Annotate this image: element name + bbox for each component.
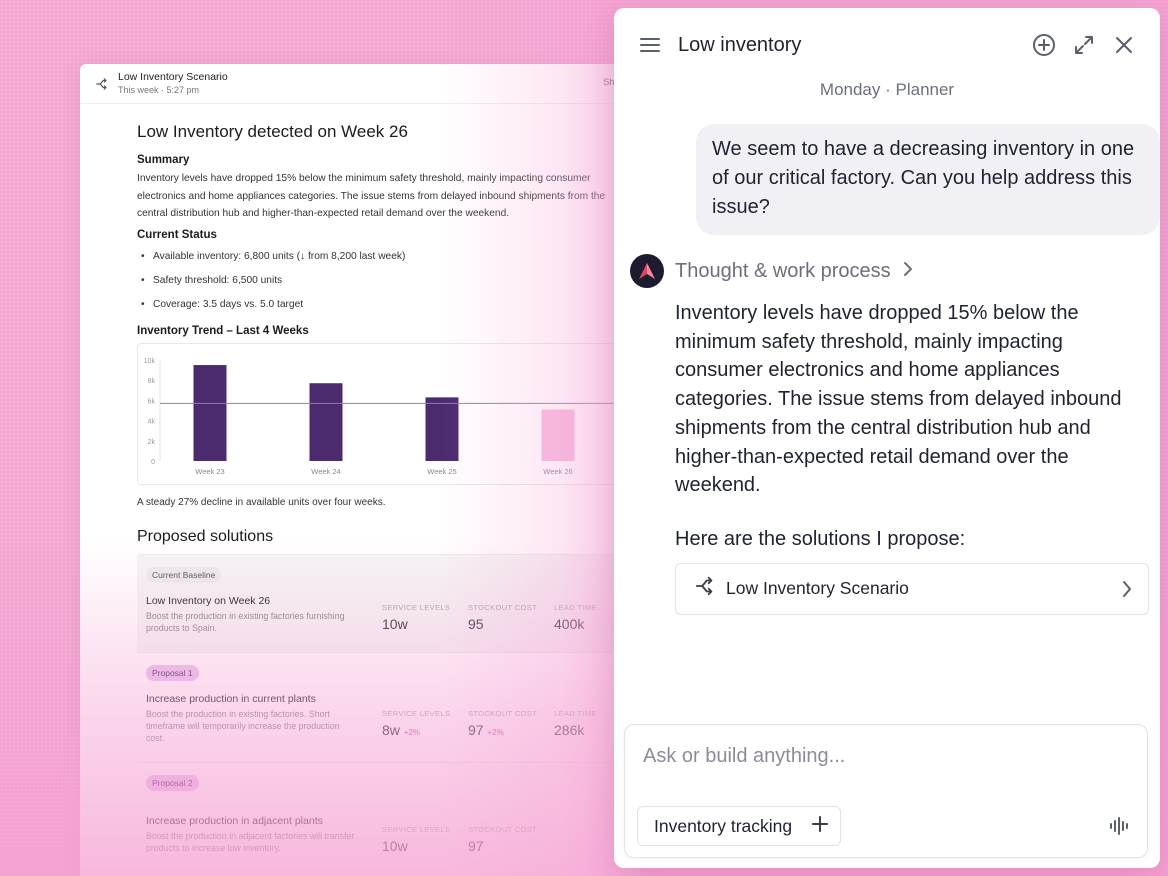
metric-delta: +2% bbox=[487, 727, 504, 737]
status-item: Safety threshold: 6,500 units bbox=[137, 269, 640, 293]
y-tick-label: 4k bbox=[148, 418, 156, 425]
assistant-message: Thought & work process Inventory levels … bbox=[630, 254, 1160, 615]
y-tick-label: 8k bbox=[148, 378, 156, 385]
y-tick-label: 2k bbox=[148, 439, 156, 446]
plus-circle-icon[interactable] bbox=[1032, 33, 1056, 57]
summary-heading: Summary bbox=[137, 154, 190, 166]
composer-input[interactable]: Ask or build anything... bbox=[643, 745, 846, 767]
chat-header: Low inventory bbox=[614, 8, 1160, 82]
x-tick-label: Week 24 bbox=[311, 467, 340, 476]
chat-panel: Low inventory Monday · Planner We seem t… bbox=[614, 8, 1160, 868]
composer[interactable]: Ask or build anything... Inventory track… bbox=[624, 724, 1148, 858]
y-tick-label: 6k bbox=[148, 398, 156, 405]
solution-metrics: SERVICE LEVELS 10w STOCKOUT COST 97 bbox=[382, 825, 554, 854]
chart-bar bbox=[541, 409, 575, 461]
metric-value: 10w bbox=[382, 615, 408, 632]
logo-icon bbox=[630, 254, 664, 288]
metric-value: 97 bbox=[468, 837, 484, 854]
status-heading: Current Status bbox=[137, 228, 217, 241]
trend-heading: Inventory Trend – Last 4 Weeks bbox=[137, 324, 309, 337]
propose-text: Here are the solutions I propose: bbox=[675, 527, 966, 550]
solution-tag: Current Baseline bbox=[146, 566, 222, 583]
branch-icon bbox=[694, 575, 716, 602]
solution-card-proposal-1[interactable]: Proposal 1 Increase production in curren… bbox=[137, 651, 640, 762]
metric-delta: +2% bbox=[403, 727, 421, 737]
metric-value: 97 bbox=[468, 721, 484, 738]
metric-label: STOCKOUT COST bbox=[468, 824, 538, 834]
solution-tag: Proposal 1 bbox=[146, 664, 199, 681]
solution-desc: Boost the production in existing factori… bbox=[146, 708, 340, 743]
chart-svg: 0 2k 4k 6k 8k 10k Week 23 Week 24 Week 25 Week 26 bbox=[144, 358, 640, 476]
metric-value: 400k bbox=[554, 615, 585, 632]
chat-title: Low inventory bbox=[678, 33, 802, 56]
summary-text: Inventory levels have dropped 15% below … bbox=[137, 173, 606, 220]
x-tick-label: Week 26 bbox=[543, 467, 572, 476]
status-item: Coverage: 3.5 days vs. 5.0 target bbox=[137, 293, 640, 317]
inventory-trend-chart: 0 2k 4k 6k 8k 10k Week 23 Week 24 Week 25 Week 26 bbox=[137, 342, 640, 485]
x-tick-label: Week 23 bbox=[195, 467, 224, 476]
chevron-right-icon bbox=[1122, 580, 1132, 603]
chat-meta: Monday · Planner bbox=[819, 80, 955, 99]
solutions-heading: Proposed solutions bbox=[137, 527, 274, 545]
branch-icon bbox=[92, 74, 112, 94]
chip-label: Inventory tracking bbox=[654, 815, 793, 836]
solution-metrics: SERVICE LEVELS 10w STOCKOUT COST 95 LEAD T… bbox=[382, 603, 640, 632]
chart-bar bbox=[193, 364, 227, 461]
thought-label: Thought & work process bbox=[675, 259, 891, 282]
metric-value: 10w bbox=[382, 837, 408, 854]
chart-bar bbox=[309, 383, 343, 461]
waveform-icon[interactable] bbox=[1109, 817, 1131, 840]
user-message: We seem to have a decreasing inventory i… bbox=[696, 124, 1160, 235]
metric-value: 95 bbox=[468, 615, 484, 632]
plus-icon[interactable] bbox=[812, 815, 829, 837]
y-tick-label: 0 bbox=[151, 459, 155, 466]
solution-desc: Boost the production in existing factori… bbox=[146, 610, 345, 633]
document-header-title: Low Inventory Scenario bbox=[118, 71, 228, 83]
close-icon[interactable] bbox=[1112, 33, 1136, 57]
assistant-answer: Inventory levels have dropped 15% below … bbox=[675, 302, 1122, 497]
solution-card-proposal-2[interactable]: Proposal 2 Increase production in adjace… bbox=[137, 761, 640, 872]
metric-label: STOCKOUT COST bbox=[468, 708, 538, 718]
thought-process-toggle[interactable]: Thought & work process bbox=[675, 260, 913, 283]
metric-value: 286k bbox=[554, 721, 585, 738]
document-header-time: This week · 5:27 pm bbox=[118, 85, 200, 95]
y-tick-label: 10k bbox=[144, 358, 156, 365]
solution-name: Increase production in current plants bbox=[146, 692, 316, 705]
metric-label: SERVICE LEVELS bbox=[382, 708, 451, 718]
menu-icon[interactable] bbox=[638, 33, 662, 57]
solution-metrics: SERVICE LEVELS 8w +2% STOCKOUT COST 97 +2%… bbox=[382, 709, 640, 738]
status-item: Available inventory: 6,800 units (↓ from… bbox=[137, 245, 640, 269]
expand-icon[interactable] bbox=[1072, 33, 1096, 57]
scenario-card[interactable]: Low Inventory Scenario bbox=[675, 562, 1149, 615]
context-chip[interactable]: Inventory tracking bbox=[637, 806, 842, 846]
solution-desc: Boost the production in adjacent factori… bbox=[146, 830, 355, 853]
metric-value: 8w bbox=[382, 721, 400, 738]
scenario-card-label: Low Inventory Scenario bbox=[726, 578, 909, 599]
metric-label: STOCKOUT COST bbox=[468, 602, 538, 612]
metric-label: SERVICE LEVELS bbox=[382, 824, 451, 834]
solution-card-baseline[interactable]: Current Baseline Low Inventory on Week 2… bbox=[137, 553, 640, 652]
chevron-right-icon bbox=[903, 260, 913, 283]
solution-tag: Proposal 2 bbox=[146, 774, 199, 791]
scenario-document: Low Inventory Scenario This week · 5:27 … bbox=[80, 64, 640, 876]
metric-label: SERVICE LEVELS bbox=[382, 602, 451, 612]
chart-caption: A steady 27% decline in available units … bbox=[137, 496, 386, 508]
x-tick-label: Week 25 bbox=[427, 467, 456, 476]
status-list: Available inventory: 6,800 units (↓ from… bbox=[137, 245, 640, 317]
document-header: Low Inventory Scenario This week · 5:27 … bbox=[80, 64, 640, 104]
document-title: Low Inventory detected on Week 26 bbox=[137, 122, 408, 141]
chart-bar bbox=[425, 397, 459, 461]
